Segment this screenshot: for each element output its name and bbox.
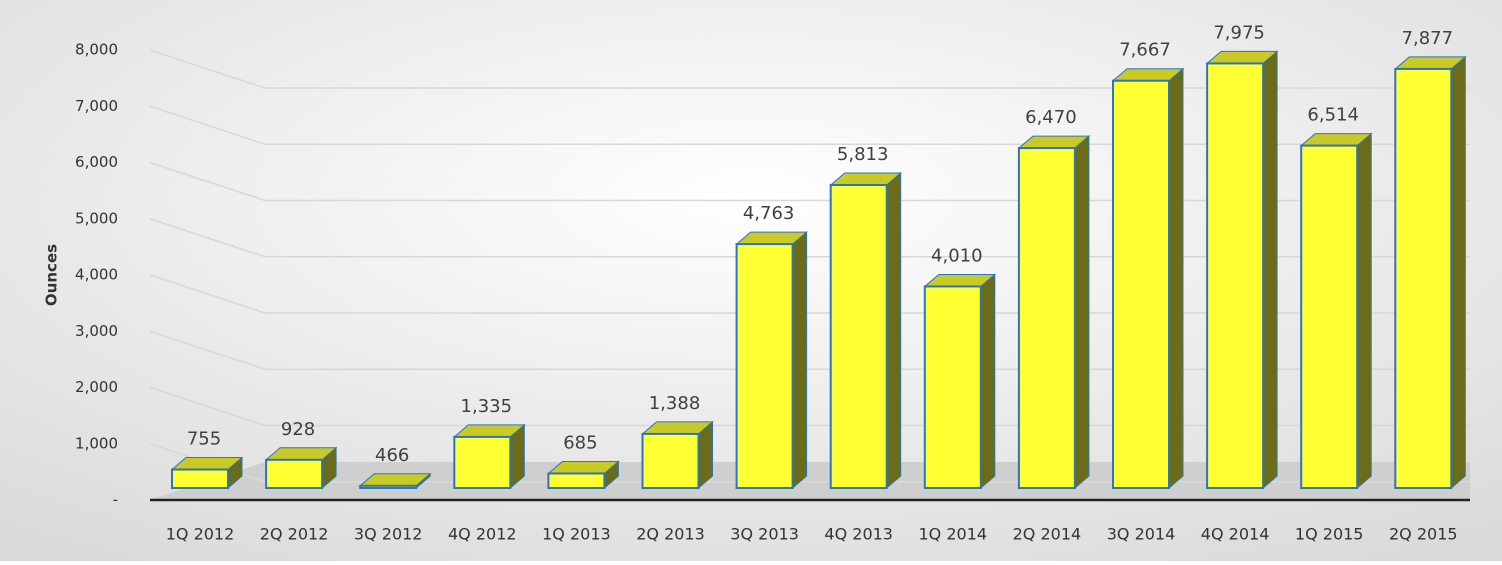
value-label: 4,010 <box>931 245 983 266</box>
value-label: 466 <box>375 445 409 466</box>
value-label: 6,470 <box>1025 107 1077 128</box>
bar-side <box>1356 132 1372 490</box>
value-label: 7,667 <box>1119 40 1171 61</box>
y-tick-label: - <box>113 491 118 509</box>
value-label: 1,388 <box>649 393 701 414</box>
bar <box>453 435 512 489</box>
value-label: 6,514 <box>1307 105 1359 126</box>
bar <box>1206 62 1265 489</box>
bar <box>1017 147 1076 489</box>
bar <box>1112 79 1170 489</box>
y-tick-label: 5,000 <box>75 209 118 227</box>
x-tick-label: 2Q 2012 <box>260 525 329 544</box>
bar <box>547 472 606 489</box>
value-label: 7,877 <box>1402 28 1454 49</box>
value-label: 5,813 <box>837 144 889 165</box>
x-tick-label: 1Q 2013 <box>542 525 611 544</box>
y-tick-label: 7,000 <box>75 97 118 115</box>
bar <box>265 458 324 489</box>
grid-line <box>149 49 1470 89</box>
y-axis-label: Ounces <box>43 244 61 306</box>
bar <box>359 484 418 490</box>
bar <box>923 285 982 489</box>
x-tick-label: 4Q 2013 <box>824 525 893 544</box>
x-tick-label: 4Q 2012 <box>448 525 517 544</box>
bar <box>1300 144 1359 489</box>
x-tick-label: 2Q 2014 <box>1013 525 1082 544</box>
value-label: 928 <box>281 419 315 440</box>
bar <box>735 243 794 489</box>
bar-side <box>1168 67 1184 490</box>
bar-side <box>1074 134 1090 490</box>
x-tick-label: 3Q 2013 <box>730 525 799 544</box>
y-tick-label: 8,000 <box>75 41 118 59</box>
bar-side <box>886 171 902 490</box>
value-label: 755 <box>187 429 221 450</box>
bar <box>171 468 229 489</box>
value-label: 7,975 <box>1213 22 1265 43</box>
value-label: 685 <box>563 432 597 453</box>
x-tick-label: 3Q 2014 <box>1107 525 1176 544</box>
bar-side <box>792 230 808 490</box>
x-tick-label: 4Q 2014 <box>1201 525 1270 544</box>
y-tick-label: 2,000 <box>75 378 118 396</box>
value-label: 4,763 <box>743 203 795 224</box>
bar-side <box>1450 55 1466 490</box>
y-tick-label: 4,000 <box>75 266 118 284</box>
bar-side <box>980 273 996 490</box>
x-tick-label: 2Q 2013 <box>636 525 705 544</box>
y-tick-label: 6,000 <box>75 153 118 171</box>
x-tick-label: 1Q 2012 <box>166 525 235 544</box>
x-tick-label: 1Q 2015 <box>1295 525 1364 544</box>
value-label: 1,335 <box>461 396 513 417</box>
x-tick-label: 2Q 2015 <box>1389 525 1458 544</box>
x-tick-label: 1Q 2014 <box>919 525 988 544</box>
bar <box>1394 67 1453 489</box>
bar <box>641 432 700 489</box>
x-tick-label: 3Q 2012 <box>354 525 423 544</box>
bar-side <box>1262 50 1278 490</box>
y-tick-label: 1,000 <box>75 434 118 452</box>
bar <box>829 184 888 490</box>
y-tick-label: 3,000 <box>75 322 118 340</box>
